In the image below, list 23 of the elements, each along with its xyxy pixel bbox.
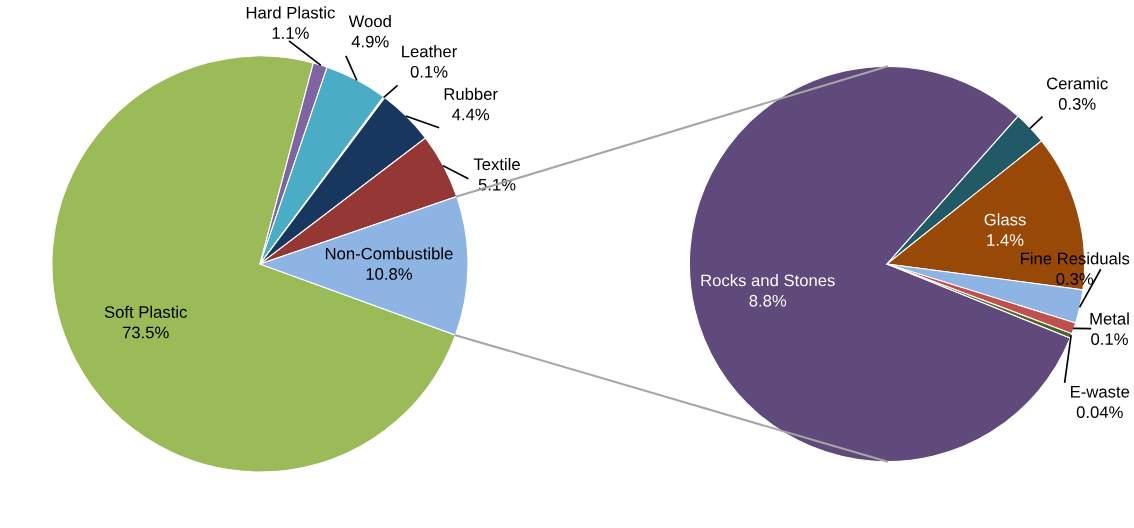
data-label: 0.1% <box>1091 333 1128 346</box>
data-label: 10.8% <box>366 268 412 280</box>
slice-label: Non-Combustible <box>325 247 453 260</box>
data-label: 1.4% <box>987 234 1024 246</box>
slice-label: E-waste <box>1071 386 1130 398</box>
slice-label: Hard Plastic <box>246 6 335 19</box>
slice-label: Rocks and Stones <box>701 274 835 287</box>
slice-label: Rubber <box>444 87 498 100</box>
data-label: 1.1% <box>272 27 309 39</box>
slice-label: Leather <box>402 45 458 58</box>
slice-label: Ceramic <box>1046 77 1108 90</box>
slice-label: Textile <box>473 157 520 171</box>
data-label: 4.9% <box>351 35 389 48</box>
data-label: 4.4% <box>452 108 490 121</box>
data-label: 0.3% <box>1058 97 1096 110</box>
slice-label: Wood <box>348 14 391 28</box>
data-label: 8.8% <box>749 294 787 307</box>
slice-label: Metal <box>1090 312 1129 325</box>
data-label: 73.5% <box>122 326 169 339</box>
slice-label: Glass <box>984 213 1026 226</box>
data-label: 0.04% <box>1076 406 1123 419</box>
data-label: 0.1% <box>410 65 448 78</box>
slice-label: Soft Plastic <box>104 305 187 318</box>
